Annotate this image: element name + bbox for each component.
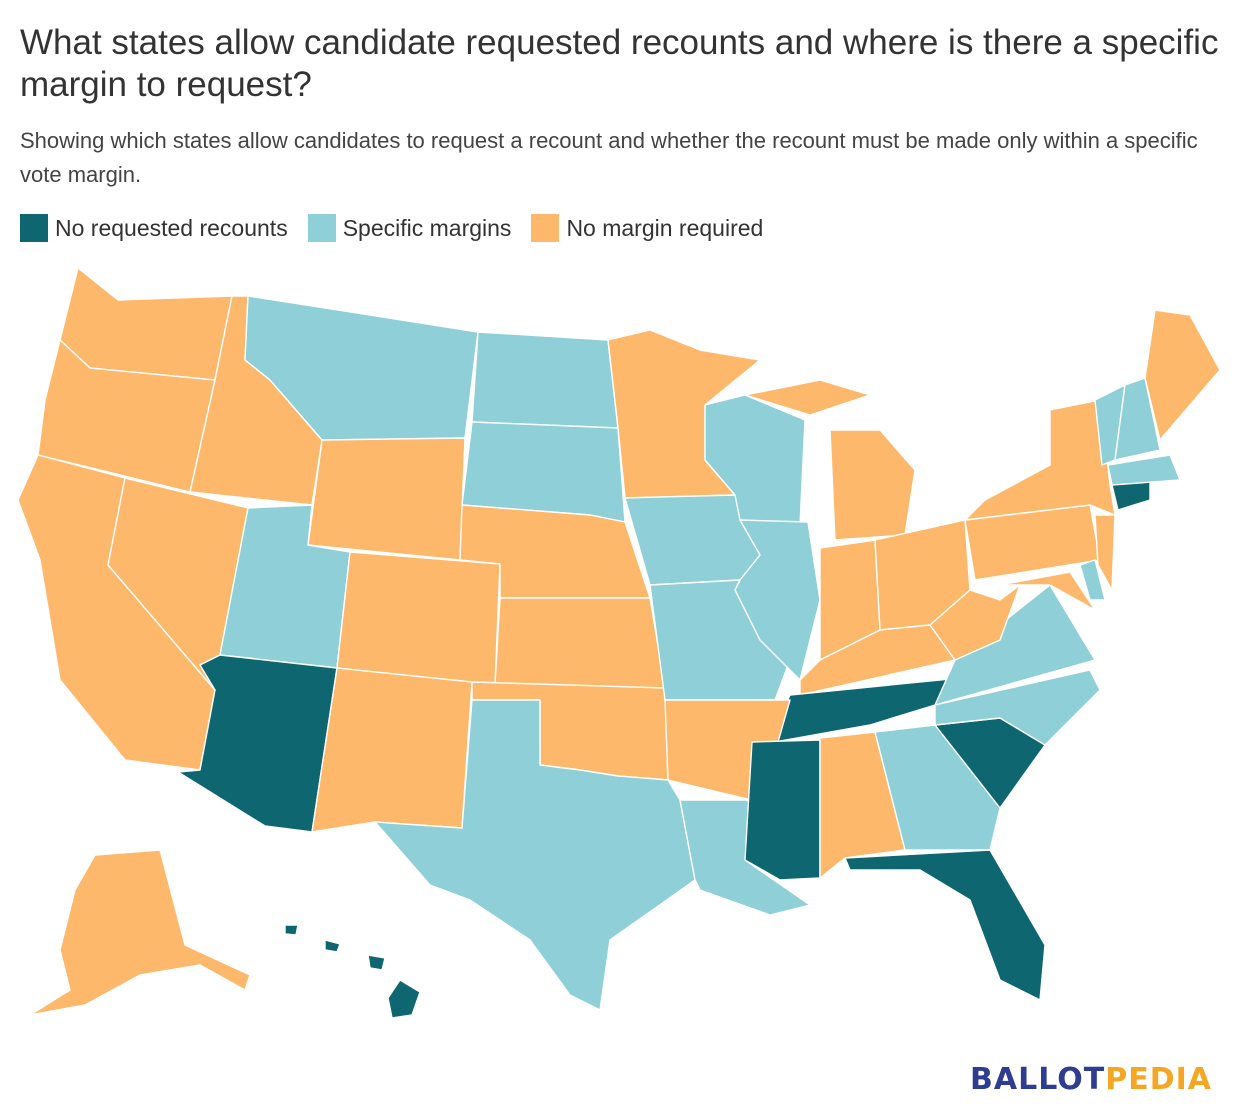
legend-label-no-requested: No requested recounts xyxy=(55,214,288,241)
state-north-dakota xyxy=(471,331,619,429)
legend-swatch-no-margin xyxy=(531,214,560,242)
chart-title: What states allow candidate requested re… xyxy=(20,23,1219,104)
state-colorado xyxy=(336,551,501,686)
state-hawaii-oahu xyxy=(324,939,341,953)
state-new-york xyxy=(964,399,1116,521)
legend-label-no-margin: No margin required xyxy=(566,214,764,241)
legend: No requested recounts Specific margins N… xyxy=(20,214,783,242)
us-map xyxy=(17,267,1221,1019)
state-massachusetts xyxy=(1107,454,1181,486)
ballotpedia-logo: BALLOTPEDIA xyxy=(970,1062,1212,1097)
state-wyoming xyxy=(307,437,466,561)
state-new-hampshire xyxy=(1114,377,1161,461)
state-new-mexico xyxy=(311,667,473,833)
logo-part-ballot: BALLOT xyxy=(970,1062,1106,1097)
state-maryland xyxy=(999,571,1096,611)
state-new-jersey xyxy=(1094,514,1116,591)
state-maine xyxy=(1144,309,1221,441)
state-texas xyxy=(374,699,696,1011)
state-mississippi xyxy=(744,739,821,881)
logo-part-pedia: PEDIA xyxy=(1105,1062,1212,1097)
legend-label-specific: Specific margins xyxy=(342,214,512,241)
legend-swatch-specific xyxy=(307,214,336,242)
state-north-carolina xyxy=(934,669,1101,746)
state-florida xyxy=(844,849,1046,1001)
state-illinois xyxy=(734,519,821,681)
state-michigan-upper xyxy=(744,379,871,416)
state-delaware xyxy=(1079,559,1106,601)
legend-item-no-margin: No margin required xyxy=(531,214,763,242)
chart-subtitle: Showing which states allow candidates to… xyxy=(20,128,1198,187)
state-alaska xyxy=(29,849,251,1016)
state-hawaii-big-island xyxy=(387,979,421,1019)
state-michigan-lower xyxy=(829,429,916,541)
state-georgia xyxy=(874,724,1001,851)
legend-swatch-no-requested xyxy=(20,214,48,242)
state-hawaii-maui xyxy=(367,954,386,971)
legend-item-no-requested: No requested recounts xyxy=(20,214,288,242)
state-hawaii-kauai xyxy=(284,924,299,936)
state-kansas xyxy=(494,597,666,689)
legend-item-specific: Specific margins xyxy=(307,214,512,242)
state-virginia xyxy=(934,584,1096,706)
